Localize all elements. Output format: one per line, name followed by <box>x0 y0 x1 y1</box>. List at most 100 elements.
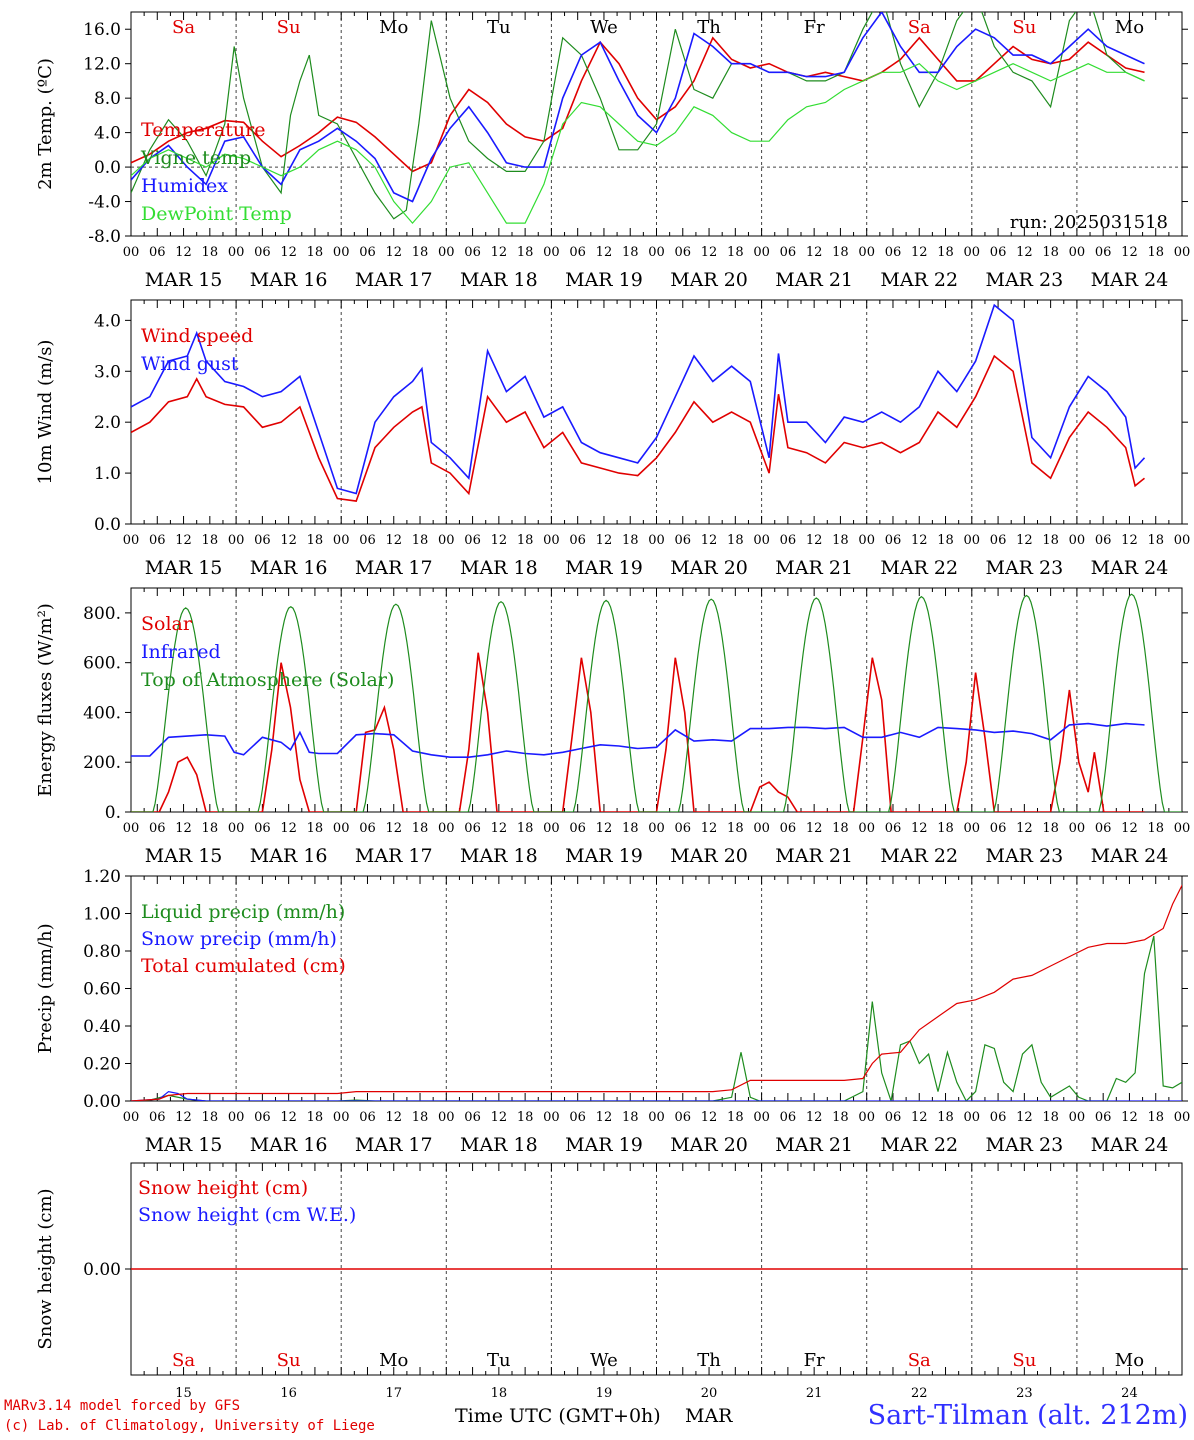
x-hour-label: 12 <box>596 533 613 548</box>
legend-entry: Snow precip (mm/h) <box>141 928 337 950</box>
x-hour-label: 18 <box>412 533 429 548</box>
y-tick-label: 1.20 <box>83 867 121 887</box>
x-hour-label: 06 <box>254 245 271 260</box>
x-hour-label: 00 <box>1069 1110 1086 1125</box>
x-date-label: MAR 24 <box>1091 1134 1169 1156</box>
x-hour-label: 00 <box>123 533 140 548</box>
weekday-label: Su <box>1012 1350 1036 1371</box>
series-line <box>131 935 1182 1101</box>
x-hour-label: 00 <box>438 533 455 548</box>
x-hour-label: 12 <box>911 821 928 836</box>
x-hour-label: 12 <box>701 245 718 260</box>
x-hour-label: 06 <box>254 533 271 548</box>
day-number-label: 15 <box>175 1386 192 1401</box>
y-tick-label: 0.40 <box>83 1017 121 1037</box>
x-hour-label: 12 <box>596 821 613 836</box>
x-hour-label: 12 <box>806 821 823 836</box>
x-hour-label: 18 <box>517 821 534 836</box>
x-hour-label: 18 <box>412 1110 429 1125</box>
weekday-label: Mo <box>1115 17 1144 38</box>
x-date-label: MAR 15 <box>145 1134 223 1156</box>
x-hour-label: 00 <box>438 245 455 260</box>
weekday-label: Sa <box>172 17 195 38</box>
x-date-label: MAR 19 <box>565 557 643 579</box>
x-hour-label: 06 <box>464 245 481 260</box>
x-hour-label: 12 <box>1121 821 1138 836</box>
y-axis-label: 2m Temp. (ºC) <box>35 58 56 190</box>
legend-entry: Wind gust <box>141 353 239 375</box>
x-hour-label: 00 <box>333 533 350 548</box>
lab-credit: (c) Lab. of Climatology, University of L… <box>4 1418 375 1434</box>
day-number-label: 20 <box>701 1386 718 1401</box>
x-date-label: MAR 20 <box>670 1134 748 1156</box>
x-hour-label: 06 <box>464 533 481 548</box>
x-hour-label: 18 <box>517 1110 534 1125</box>
x-hour-label: 06 <box>149 245 166 260</box>
x-hour-label: 00 <box>123 821 140 836</box>
x-hour-label: 00 <box>648 533 665 548</box>
x-hour-label: 18 <box>412 245 429 260</box>
x-hour-label: 06 <box>569 821 586 836</box>
x-hour-label: 12 <box>806 533 823 548</box>
x-hour-label: 12 <box>701 1110 718 1125</box>
x-hour-label: 00 <box>753 245 770 260</box>
x-hour-label: 00 <box>543 245 560 260</box>
y-tick-label: -8.0 <box>88 227 121 247</box>
x-hour-label: 00 <box>543 533 560 548</box>
y-axis-label: Energy fluxes (W/m²) <box>35 603 56 797</box>
x-date-label: MAR 24 <box>1091 557 1169 579</box>
legend-entry: Temperature <box>141 119 265 141</box>
series-line <box>131 722 1145 758</box>
x-date-label: MAR 18 <box>460 1134 538 1156</box>
x-date-label: MAR 21 <box>775 845 853 867</box>
x-hour-label: 00 <box>543 821 560 836</box>
x-date-label: MAR 22 <box>880 557 958 579</box>
x-hour-label: 18 <box>1147 533 1164 548</box>
x-hour-label: 18 <box>832 533 849 548</box>
y-axis-label: Snow height (cm) <box>35 1188 56 1349</box>
x-hour-label: 18 <box>622 245 639 260</box>
x-date-label: MAR 22 <box>880 845 958 867</box>
x-hour-label: 18 <box>832 245 849 260</box>
weekday-label: Th <box>697 1350 721 1371</box>
legend-entry: Snow height (cm) <box>138 1177 308 1199</box>
x-date-label: MAR 22 <box>880 1134 958 1156</box>
day-number-label: 18 <box>491 1386 508 1401</box>
x-hour-label: 06 <box>990 533 1007 548</box>
x-hour-label: 12 <box>491 1110 508 1125</box>
x-hour-label: 18 <box>937 533 954 548</box>
x-hour-label: 00 <box>228 245 245 260</box>
x-hour-label: 12 <box>806 1110 823 1125</box>
x-hour-label: 00 <box>753 821 770 836</box>
x-hour-label: 06 <box>990 245 1007 260</box>
x-hour-label: 12 <box>491 821 508 836</box>
weekday-label: Fr <box>804 1350 825 1371</box>
x-hour-label: 00 <box>858 245 875 260</box>
x-hour-label: 18 <box>937 1110 954 1125</box>
x-hour-label: 06 <box>885 533 902 548</box>
y-tick-label: 0.60 <box>83 980 121 1000</box>
x-hour-label: 00 <box>543 1110 560 1125</box>
x-date-label: MAR 16 <box>250 1134 328 1156</box>
x-hour-label: 12 <box>911 245 928 260</box>
y-tick-label: 2.0 <box>94 413 121 433</box>
x-date-label: MAR 24 <box>1091 845 1169 867</box>
x-hour-label: 18 <box>1042 1110 1059 1125</box>
x-hour-label: 06 <box>675 533 692 548</box>
x-date-label: MAR 20 <box>670 269 748 291</box>
x-date-label: MAR 15 <box>145 269 223 291</box>
x-hour-label: 18 <box>1042 821 1059 836</box>
x-date-label: MAR 21 <box>775 269 853 291</box>
x-hour-label: 12 <box>911 1110 928 1125</box>
legend-entry: Total cumulated (cm) <box>141 955 346 977</box>
x-hour-label: 00 <box>964 1110 981 1125</box>
x-hour-label: 00 <box>228 821 245 836</box>
x-hour-label: 06 <box>780 533 797 548</box>
x-hour-label: 00 <box>753 533 770 548</box>
x-hour-label: 06 <box>359 533 376 548</box>
x-date-label: MAR 17 <box>355 557 433 579</box>
x-date-label: MAR 16 <box>250 269 328 291</box>
y-tick-label: 4.0 <box>94 311 121 331</box>
x-hour-label: 00 <box>1069 245 1086 260</box>
x-hour-label: 00 <box>123 1110 140 1125</box>
